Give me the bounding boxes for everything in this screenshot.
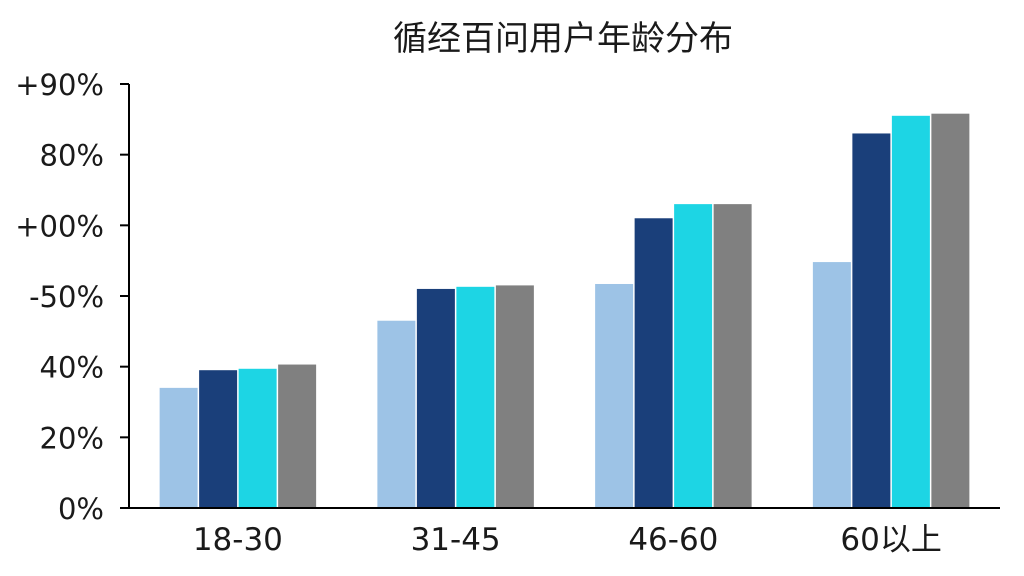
bars-group [159, 113, 970, 509]
bar-31-45-series-4 [495, 285, 534, 508]
x-tick-label: 46-60 [628, 522, 718, 558]
bar-18-30-series-1 [159, 387, 198, 508]
bar-18-30-series-3 [238, 368, 277, 508]
bar-18-30-series-4 [278, 364, 317, 508]
y-tick-label: +00% [15, 209, 104, 243]
bar-60以上-series-2 [852, 133, 891, 508]
bar-31-45-series-3 [456, 286, 495, 508]
y-tick-label: 80% [40, 139, 104, 173]
y-tick-label: +90% [15, 68, 104, 102]
x-tick-label: 60以上 [840, 522, 941, 558]
bar-31-45-series-2 [416, 288, 455, 508]
x-axis-ticks: 18-30 31-45 46-60 60以上 [193, 522, 942, 558]
chart-title: 循经百问用户年龄分布 [393, 19, 733, 59]
bar-31-45-series-1 [377, 320, 416, 508]
bar-18-30-series-2 [199, 370, 238, 508]
bar-46-60-series-4 [713, 204, 752, 508]
bar-60以上-series-1 [812, 262, 851, 508]
y-tick-label: 0% [58, 492, 104, 526]
x-tick-label: 18-30 [193, 522, 283, 558]
y-tick-label: -50% [29, 280, 104, 314]
bar-60以上-series-4 [931, 113, 970, 509]
bar-46-60-series-1 [595, 283, 634, 508]
y-tick-label: 40% [40, 351, 104, 385]
bar-46-60-series-2 [634, 218, 673, 508]
bar-60以上-series-3 [891, 115, 930, 509]
bar-46-60-series-3 [674, 204, 713, 508]
y-tick-label: 20% [40, 421, 104, 455]
x-tick-label: 31-45 [411, 522, 501, 558]
y-axis-ticks: 0% 20% 40% -50% +00% 80% +90% [15, 68, 129, 526]
